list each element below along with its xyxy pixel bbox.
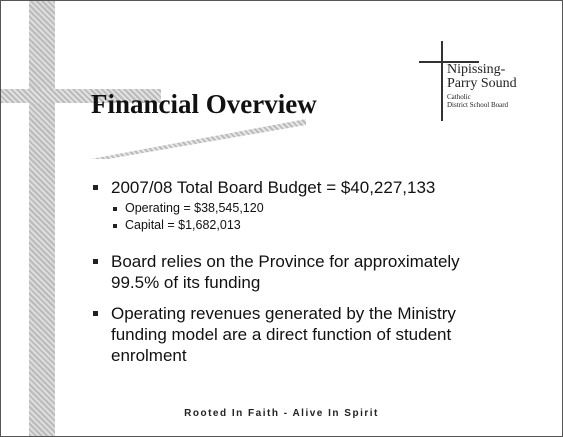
logo-cross (441, 41, 443, 121)
bullet-text: Board relies on the Province for approxi… (91, 251, 481, 293)
bullet: 2007/08 Total Board Budget = $40,227,133… (91, 177, 481, 234)
sub-bullet: Capital = $1,682,013 (113, 217, 481, 234)
logo-cross (419, 61, 479, 63)
footer: Rooted In Faith - Alive In Spirit (184, 408, 379, 419)
sub-bullets: Operating = $38,545,120 Capital = $1,682… (113, 200, 481, 234)
logo-text: Catholic (447, 93, 471, 101)
decor-bar (1, 89, 161, 103)
bullet-text: 2007/08 Total Board Budget = $40,227,133 (91, 177, 481, 198)
decor-swoosh (91, 119, 306, 159)
logo: Nipissing- Parry Sound Catholic District… (419, 41, 529, 121)
sub-bullet: Operating = $38,545,120 (113, 200, 481, 217)
bullet-text: Operating revenues generated by the Mini… (91, 303, 481, 366)
logo-text: Parry Sound (447, 76, 517, 91)
bullet: Board relies on the Province for approxi… (91, 251, 481, 293)
logo-text: Nipissing- (447, 62, 506, 77)
logo-text: District School Board (447, 101, 509, 109)
decor-bar (29, 1, 55, 436)
bullet: Operating revenues generated by the Mini… (91, 303, 481, 366)
slide-title: Financial Overview (91, 89, 317, 119)
